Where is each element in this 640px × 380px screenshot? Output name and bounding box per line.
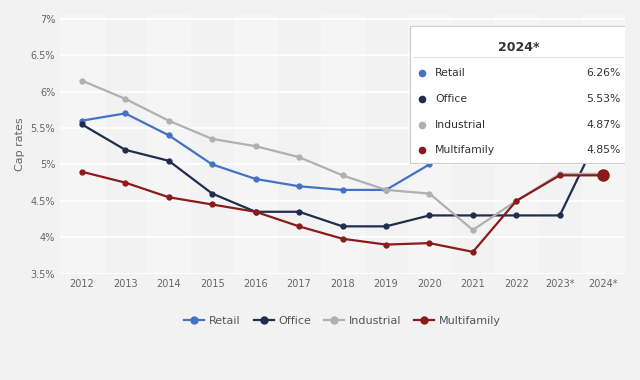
Retail	[600, 70, 607, 75]
Industrial	[208, 137, 216, 141]
Bar	[234, 15, 277, 274]
Retail	[122, 111, 129, 116]
Office	[252, 209, 259, 214]
Office	[426, 213, 433, 218]
Office	[600, 124, 607, 128]
Multifamily	[513, 199, 520, 203]
Industrial	[426, 191, 433, 196]
Multifamily	[122, 180, 129, 185]
Multifamily	[78, 169, 86, 174]
Text: 4.87%: 4.87%	[586, 120, 621, 130]
Retail	[295, 184, 303, 188]
Industrial	[600, 172, 607, 176]
Industrial	[295, 155, 303, 159]
Retail	[382, 188, 390, 192]
Text: 5.53%: 5.53%	[586, 94, 621, 104]
Retail	[78, 119, 86, 123]
Retail	[556, 60, 564, 65]
Industrial	[78, 78, 86, 83]
Office	[122, 147, 129, 152]
Multifamily	[469, 250, 477, 254]
Industrial	[469, 228, 477, 232]
Text: Industrial: Industrial	[435, 120, 486, 130]
Retail	[469, 97, 477, 101]
Multifamily	[600, 173, 607, 177]
Multifamily	[165, 195, 173, 200]
Multifamily	[208, 202, 216, 207]
Bar	[60, 15, 104, 274]
Text: 6.26%: 6.26%	[586, 68, 621, 78]
Multifamily	[252, 209, 259, 214]
Bar	[495, 15, 538, 274]
Bar	[147, 15, 191, 274]
Retail	[513, 60, 520, 65]
Multifamily	[556, 173, 564, 177]
Text: Office: Office	[435, 94, 467, 104]
Industrial	[513, 199, 520, 203]
Line: Industrial: Industrial	[79, 78, 605, 233]
Line: Office: Office	[79, 122, 605, 229]
Multifamily	[382, 242, 390, 247]
Office	[339, 224, 346, 229]
Retail	[252, 177, 259, 181]
Text: Multifamily: Multifamily	[435, 145, 495, 155]
Multifamily	[426, 241, 433, 245]
Bar	[582, 15, 625, 274]
Legend: Retail, Office, Industrial, Multifamily: Retail, Office, Industrial, Multifamily	[180, 311, 506, 330]
FancyBboxPatch shape	[410, 26, 627, 163]
Industrial	[382, 188, 390, 192]
Multifamily	[339, 236, 346, 241]
Industrial	[556, 172, 564, 176]
Multifamily	[295, 224, 303, 229]
Office	[295, 209, 303, 214]
Text: 4.85%: 4.85%	[586, 145, 621, 155]
Office	[469, 213, 477, 218]
Office	[78, 122, 86, 127]
Industrial	[339, 173, 346, 177]
Office	[382, 224, 390, 229]
Industrial	[122, 97, 129, 101]
Office	[513, 213, 520, 218]
Y-axis label: Cap rates: Cap rates	[15, 117, 25, 171]
Office	[165, 158, 173, 163]
Industrial	[252, 144, 259, 149]
Retail	[208, 162, 216, 167]
Bar	[408, 15, 451, 274]
Line: Multifamily: Multifamily	[79, 169, 605, 254]
Text: 2024*: 2024*	[498, 41, 540, 54]
Retail	[426, 162, 433, 167]
Text: Retail: Retail	[435, 68, 466, 78]
Bar	[321, 15, 364, 274]
Line: Retail: Retail	[79, 60, 605, 192]
Retail	[165, 133, 173, 138]
Office	[556, 213, 564, 218]
Office	[208, 191, 216, 196]
Industrial	[165, 119, 173, 123]
Retail	[339, 188, 346, 192]
